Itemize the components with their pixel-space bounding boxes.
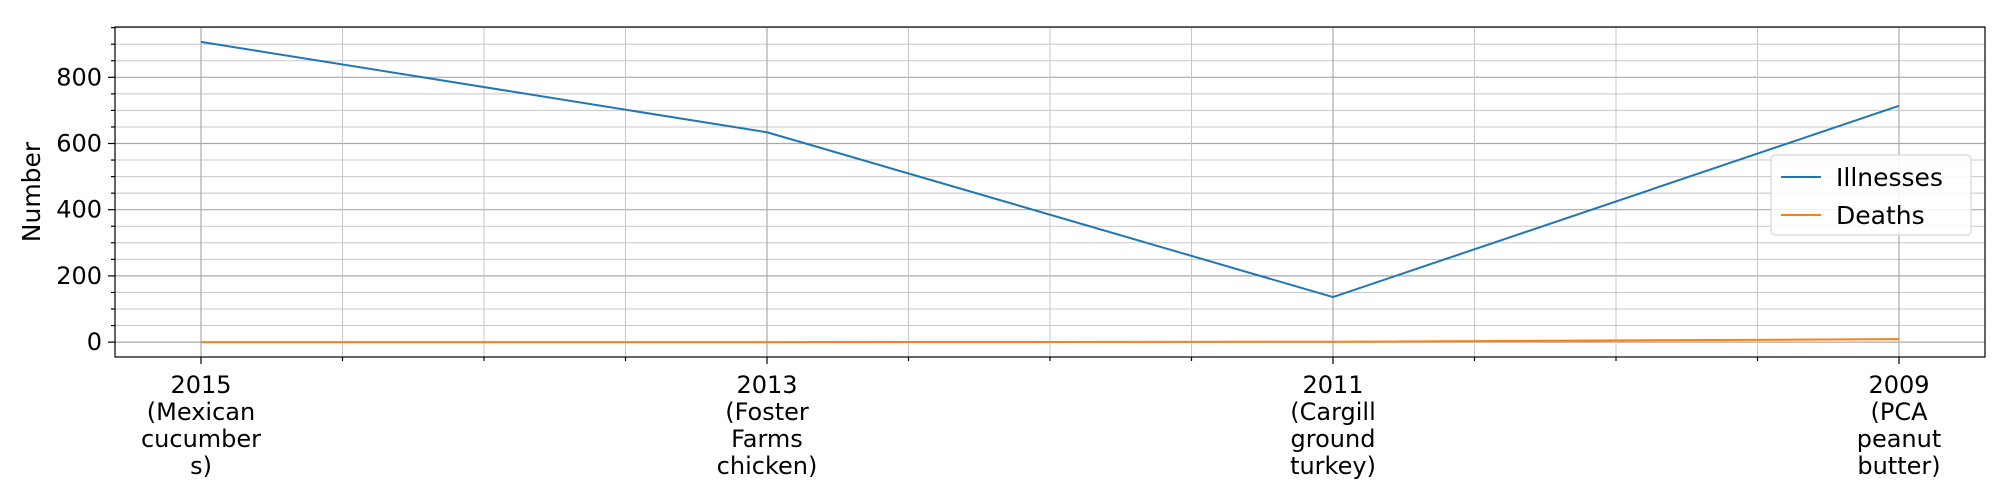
x-tick-label: 2011 (Cargill ground turkey) <box>1290 371 1376 480</box>
legend: Illnesses Deaths <box>1770 154 1972 236</box>
y-tick-label: 600 <box>56 130 102 158</box>
y-tick-label: 200 <box>56 262 102 290</box>
x-tick-label: 2009 (PCA peanut butter) <box>1857 371 1942 480</box>
y-axis: 0 200 400 600 800 <box>56 27 115 356</box>
y-tick-label: 400 <box>56 196 102 224</box>
y-tick-label: 800 <box>56 63 102 91</box>
x-tick-label: 2013 (Foster Farms chicken) <box>717 371 818 480</box>
legend-label: Deaths <box>1836 201 1925 230</box>
grid-lines <box>115 27 1985 357</box>
legend-label: Illnesses <box>1836 163 1943 192</box>
x-axis: 2015 (Mexican cucumber s) 2013 (Foster Farms ch… <box>141 357 1941 480</box>
y-tick-label: 0 <box>87 328 102 356</box>
series-line-illnesses <box>200 40 1900 299</box>
series-line-deaths <box>201 338 1900 344</box>
y-axis-label: Number <box>17 141 46 242</box>
x-tick-label: 2015 (Mexican cucumber s) <box>141 371 261 480</box>
series-lines <box>200 40 1900 344</box>
